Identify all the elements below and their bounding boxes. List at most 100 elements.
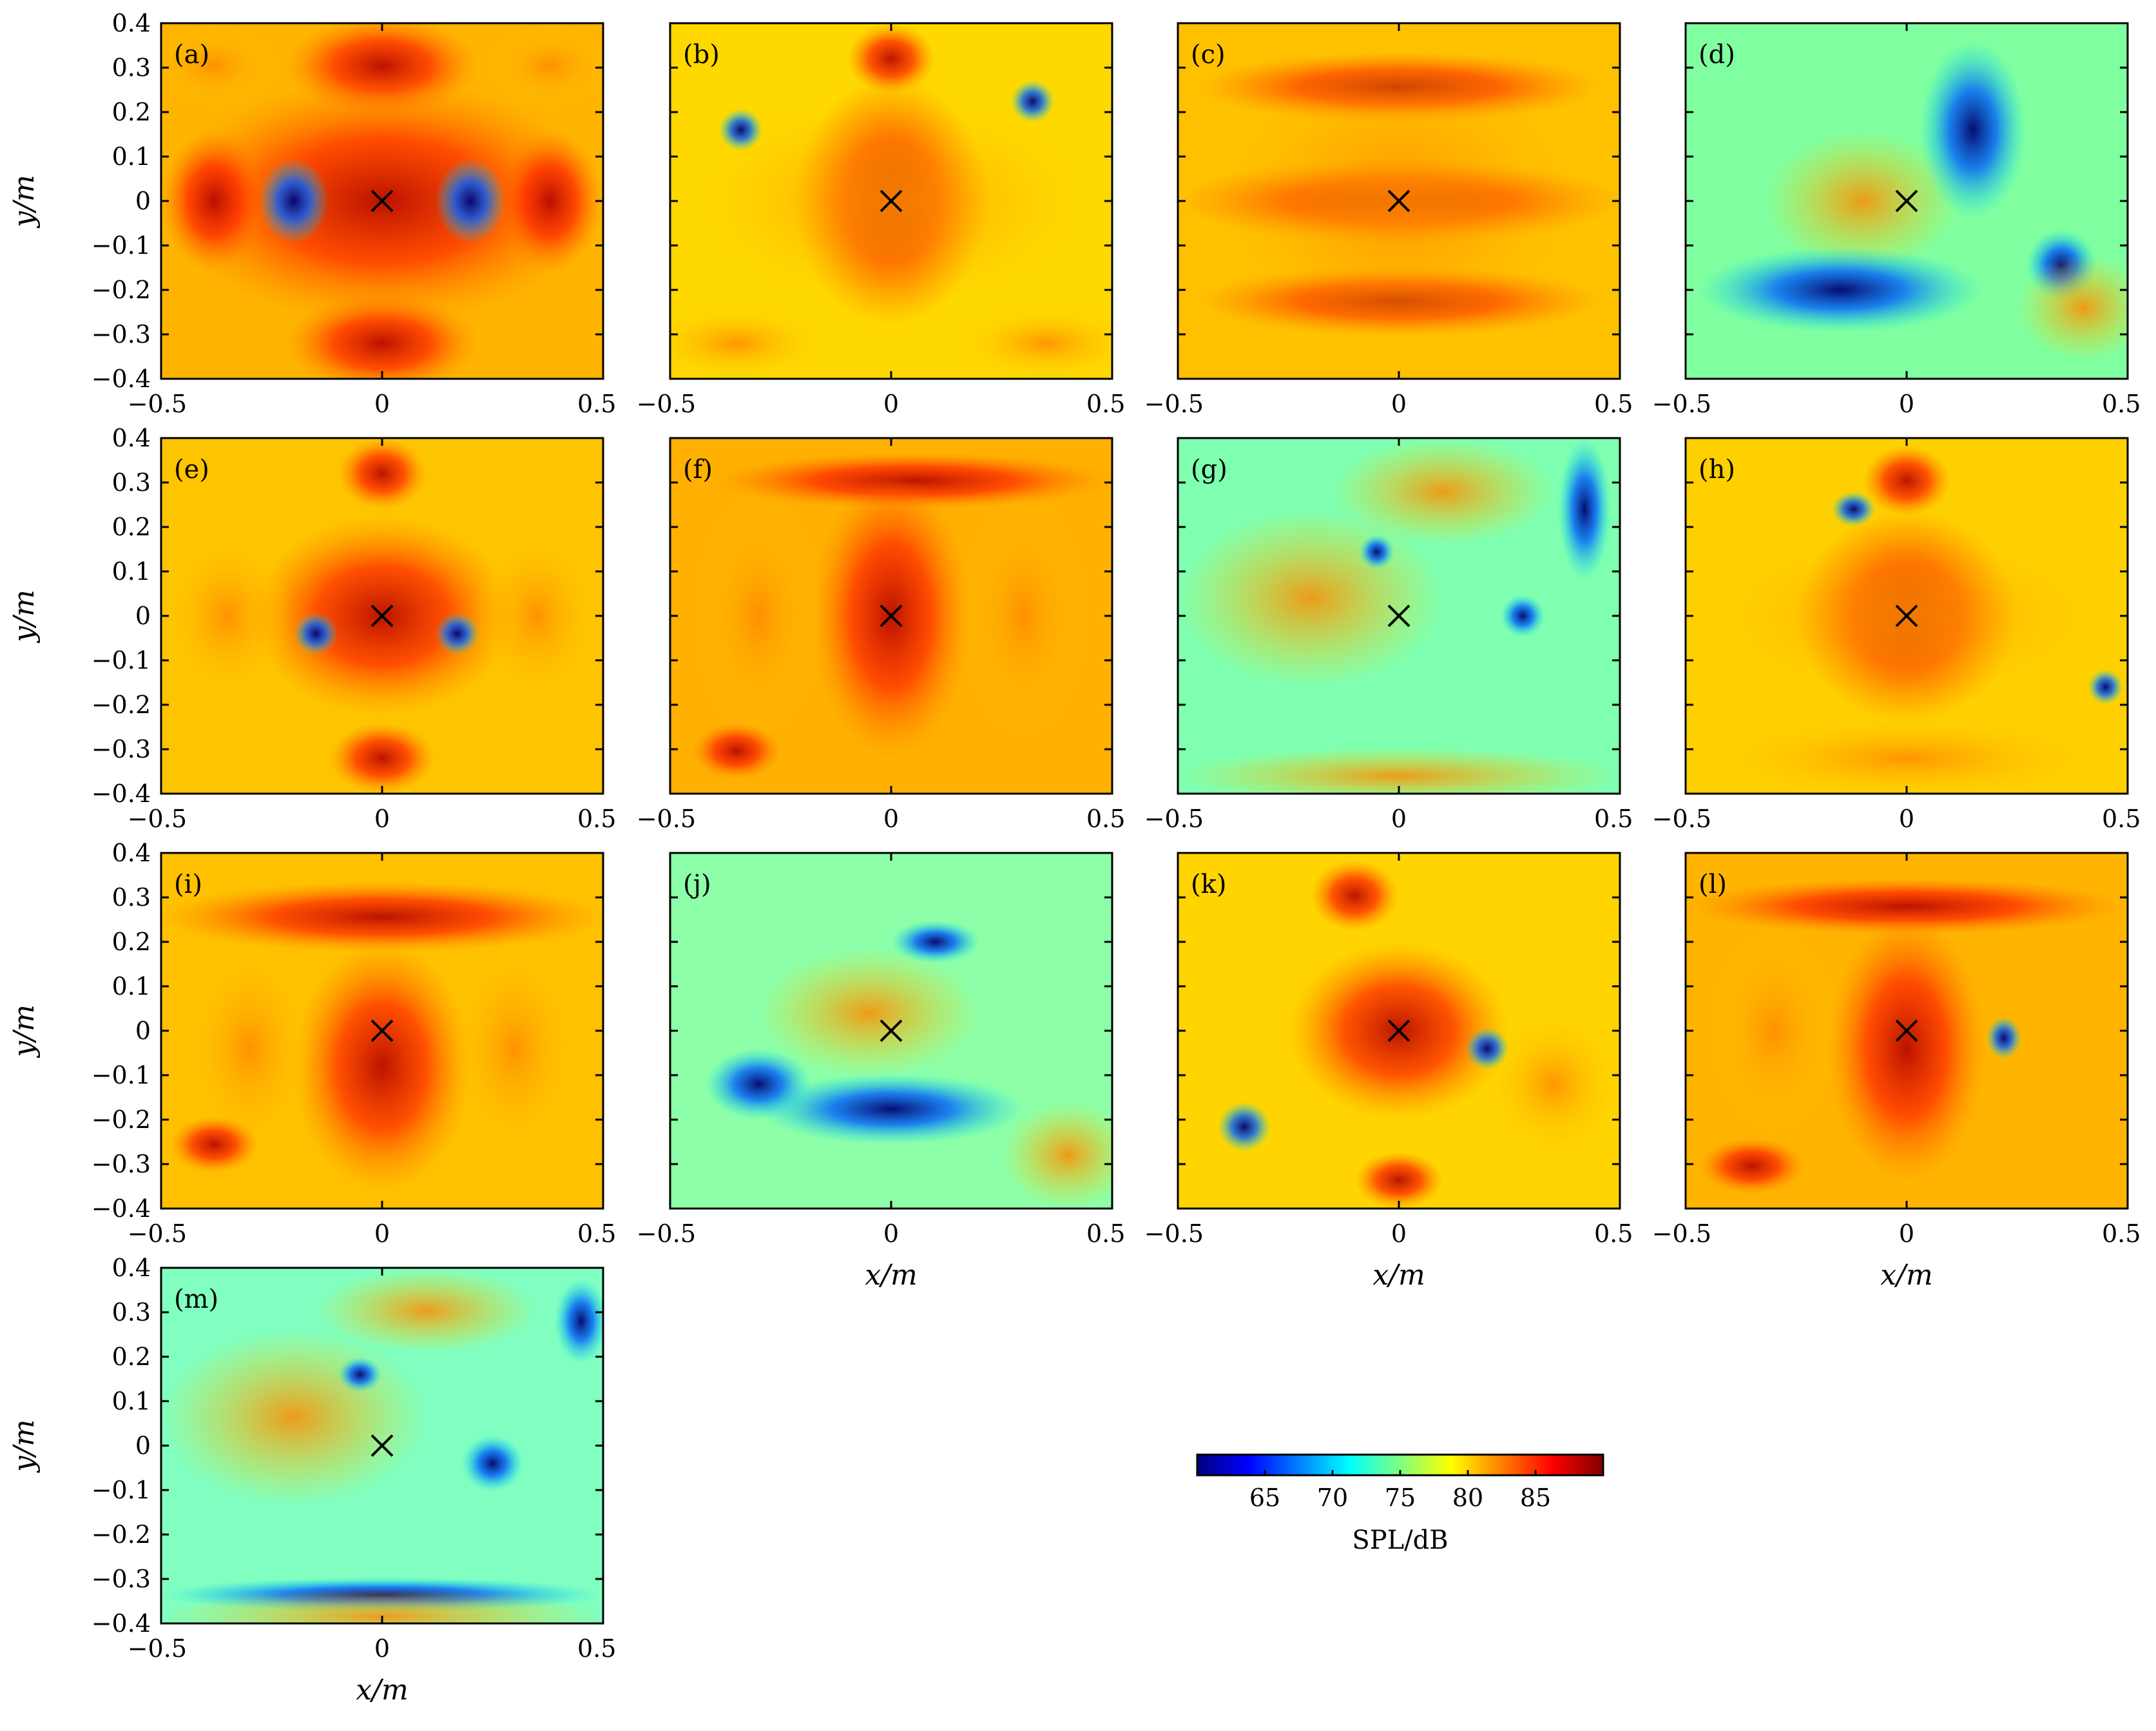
- x-tick-label: −0.5: [637, 805, 696, 833]
- y-tick-label: 0.2: [112, 928, 151, 956]
- panel-label: (l): [1699, 870, 1727, 899]
- colorbar-tick-label: 75: [1385, 1484, 1416, 1512]
- high-spl-region: [161, 1587, 603, 1623]
- x-tick-label: 0.5: [577, 390, 616, 418]
- x-tick-label: 0.5: [577, 1219, 616, 1248]
- low-spl-region: [258, 158, 329, 244]
- panel: (l) −0.5 0 0.5 x/m: [1652, 852, 2141, 1292]
- high-spl-region: [161, 527, 294, 705]
- panel: (c) −0.5 0 0.5: [1144, 22, 1633, 418]
- panel: (k) −0.5 0 0.5 x/m: [1144, 852, 1633, 1292]
- panels: (a) −0.5 0 0.5 0.4 0.3 0.2 0.1 0 −0.1 −0.2 −0.3 −0.4…: [8, 9, 2141, 1707]
- low-spl-region: [758, 1073, 1024, 1145]
- high-spl-region: [1686, 877, 2128, 935]
- y-tick-label: 0: [135, 1431, 151, 1460]
- y-axis-title: y/m: [8, 1004, 41, 1058]
- panel-label: (k): [1191, 870, 1226, 899]
- panel: (e) −0.5 0 0.5 0.4 0.3 0.2 0.1 0 −0.1 −0.2 −0.3 −0.4…: [8, 424, 616, 833]
- low-spl-region: [435, 158, 506, 244]
- source-marker: [371, 189, 394, 213]
- y-tick-label: 0.1: [112, 557, 151, 586]
- panel-label: (h): [1699, 455, 1735, 484]
- y-axis-title: y/m: [8, 589, 41, 643]
- x-tick-label: −0.5: [1652, 1219, 1711, 1248]
- y-tick-label: 0.3: [112, 883, 151, 912]
- x-tick-label: −0.5: [1652, 390, 1711, 418]
- source-marker: [1895, 1019, 1918, 1042]
- x-tick-label: 0.5: [1086, 390, 1125, 418]
- y-tick-label: −0.3: [91, 735, 151, 763]
- x-tick-label: 0.5: [2102, 390, 2141, 418]
- panel: (j) −0.5 0 0.5 x/m: [637, 852, 1125, 1292]
- panel-label: (c): [1191, 40, 1226, 70]
- low-spl-region: [1010, 80, 1055, 123]
- high-spl-region: [1765, 129, 1960, 273]
- x-axis-title: x/m: [865, 1259, 917, 1292]
- panel: (f) −0.5 0 0.5: [637, 437, 1125, 833]
- panel-label: (f): [683, 455, 713, 484]
- high-spl-region: [293, 942, 471, 1191]
- y-axis-title: y/m: [8, 1419, 41, 1473]
- colorbar: 65 70 75 80 85 SPL/dB: [1196, 1453, 1604, 1555]
- source-marker: [880, 604, 903, 627]
- x-tick-label: 0: [883, 390, 899, 418]
- x-tick-label: 0: [1391, 805, 1407, 833]
- y-tick-label: 0.3: [112, 468, 151, 497]
- y-tick-label: −0.2: [91, 691, 151, 719]
- high-spl-region: [1699, 1137, 1805, 1194]
- spl-heatmap: [1178, 438, 1620, 794]
- source-marker: [371, 604, 394, 627]
- spl-heatmap: [1178, 23, 1620, 379]
- y-tick-label: −0.2: [91, 1520, 151, 1549]
- high-spl-region: [1487, 1013, 1620, 1156]
- y-tick-label: 0.4: [112, 424, 151, 452]
- colorbar-tick-label: 65: [1249, 1484, 1280, 1512]
- colorbar-title: SPL/dB: [1352, 1525, 1448, 1555]
- high-spl-region: [758, 949, 980, 1077]
- low-spl-region: [705, 1048, 812, 1120]
- x-tick-label: 0: [374, 805, 390, 833]
- x-tick-label: 0: [374, 1634, 390, 1663]
- x-tick-label: 0.5: [1594, 1219, 1633, 1248]
- panel-label: (a): [174, 40, 209, 70]
- y-tick-label: −0.3: [91, 1150, 151, 1178]
- high-spl-region: [957, 491, 1090, 741]
- high-spl-region: [183, 942, 316, 1156]
- source-marker: [880, 1019, 903, 1042]
- x-tick-label: 0.5: [2102, 805, 2141, 833]
- high-spl-region: [169, 1116, 258, 1173]
- colorbar-tick-label: 80: [1452, 1484, 1483, 1512]
- panel-label: (b): [683, 40, 720, 70]
- high-spl-region: [497, 129, 603, 273]
- high-spl-region: [161, 23, 281, 109]
- y-tick-label: 0: [135, 602, 151, 630]
- high-spl-region: [957, 307, 1112, 379]
- panel: (a) −0.5 0 0.5 0.4 0.3 0.2 0.1 0 −0.1 −0.2 −0.3 −0.4…: [8, 9, 616, 418]
- x-tick-label: 0: [374, 1219, 390, 1248]
- y-tick-label: −0.1: [91, 231, 151, 260]
- x-tick-label: 0.5: [577, 1634, 616, 1663]
- panel: (d) −0.5 0 0.5: [1652, 22, 2141, 418]
- low-spl-region: [891, 920, 980, 964]
- x-tick-label: −0.5: [1652, 805, 1711, 833]
- y-tick-label: −0.3: [91, 320, 151, 349]
- colorbar-tick-label: 70: [1317, 1484, 1348, 1512]
- high-spl-region: [329, 722, 436, 794]
- high-spl-region: [2017, 254, 2128, 361]
- x-tick-label: 0: [1391, 1219, 1407, 1248]
- x-axis-title: x/m: [356, 1674, 408, 1707]
- low-spl-region: [1920, 41, 2026, 219]
- y-tick-label: 0: [135, 1017, 151, 1045]
- low-spl-region: [1500, 594, 1545, 638]
- low-spl-region: [435, 612, 479, 655]
- y-tick-label: 0.1: [112, 1387, 151, 1415]
- panel: (b) −0.5 0 0.5: [637, 22, 1125, 418]
- source-marker: [1387, 1019, 1410, 1042]
- high-spl-region: [692, 722, 781, 779]
- high-spl-region: [161, 881, 603, 953]
- high-spl-region: [1354, 1151, 1443, 1209]
- low-spl-region: [1557, 438, 1612, 580]
- x-tick-label: 0: [883, 1219, 899, 1248]
- source-marker: [1387, 189, 1410, 213]
